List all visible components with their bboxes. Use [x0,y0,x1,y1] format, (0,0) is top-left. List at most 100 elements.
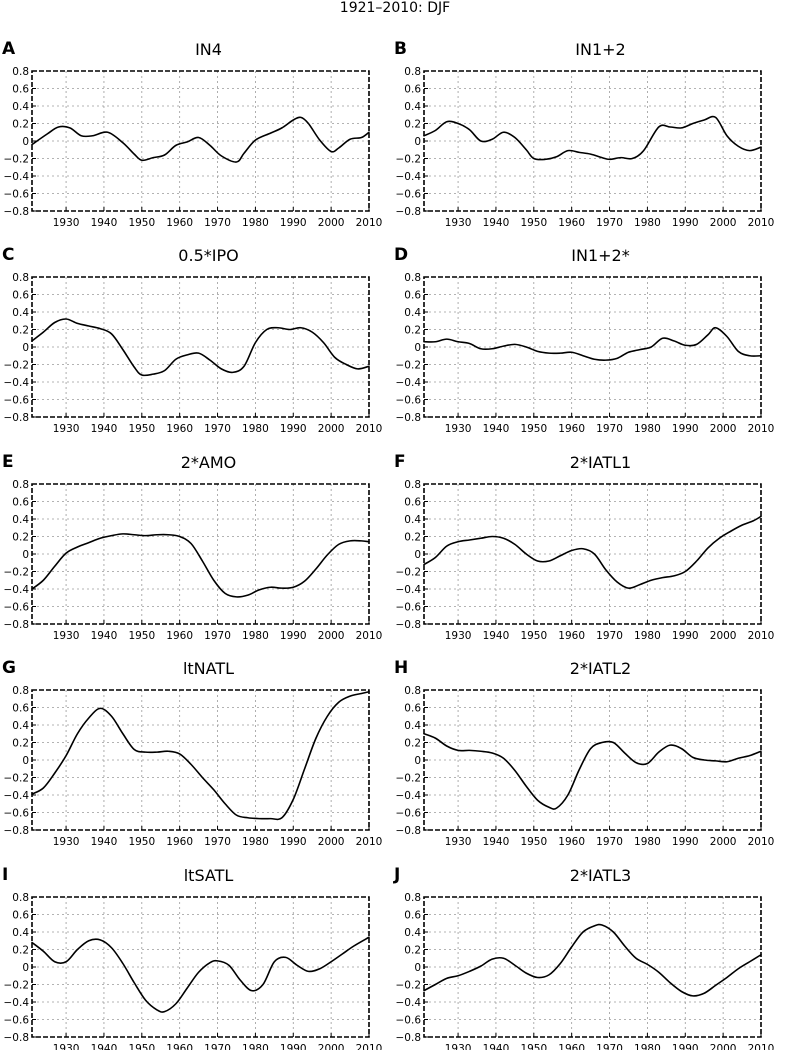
panel-b-ytick-label: 0.2 [404,118,421,130]
panel-j-xtick-label: 1930 [445,1043,472,1050]
panel-f-xtick-label: 1980 [634,630,661,642]
panel-b-xtick-label: 2000 [710,217,737,229]
panel-b-ytick-label: −0.8 [396,206,422,218]
panel-f-ytick-label: 0.6 [404,496,421,508]
panel-d-xtick-label: 1960 [558,423,585,435]
panel-c-title: 0.5*IPO [178,246,238,265]
panel-h-xtick-label: 2000 [710,836,737,848]
panel-h-ytick-label: 0.4 [404,720,421,732]
panel-g-xtick-label: 2000 [318,836,345,848]
panel-b-ytick-label: −0.4 [396,171,422,183]
panel-g-title: ltNATL [183,659,234,678]
panel-c-ytick-label: −0.6 [4,394,30,406]
panel-e-ytick-label: 0.6 [12,496,29,508]
panel-e-ytick-label: −0.8 [4,619,30,631]
panel-h-ytick-label: −0.2 [396,772,422,784]
panel-b-xtick-label: 1950 [520,217,547,229]
panel-a-grid [32,71,369,211]
panel-i-xtick-label: 1990 [280,1043,307,1050]
panel-c-xtick-label: 1930 [53,423,80,435]
panel-f-xtick-label: 1970 [596,630,623,642]
panel-b-xtick-label: 1940 [483,217,510,229]
panel-i-letter: I [2,865,8,885]
panel-h-ytick-label: 0 [414,755,421,767]
panel-h: H 2*IATL2 0.8 0.6 0.4 0.2 0 −0.2 −0.4 −0.6 −0.8 193… [394,658,774,848]
panel-f-xtick-label: 1950 [520,630,547,642]
panel-c-ytick-label: −0.8 [4,412,30,424]
panel-c-xtick-label: 1940 [91,423,118,435]
panel-e-xtick-label: 1980 [242,630,269,642]
panel-a-xtick-label: 1980 [242,217,269,229]
panel-c-xtick-label: 1950 [128,423,155,435]
panel-i-ytick-label: 0.2 [12,944,29,956]
panel-c-grid [32,277,369,417]
panel-f-frame [423,483,762,625]
panel-j-xtick-label: 1960 [558,1043,585,1050]
panel-f: F 2*IATL1 0.8 0.6 0.4 0.2 0 −0.2 −0.4 −0.6 −0.8 193… [394,452,774,642]
panel-e-xtick-label: 1950 [128,630,155,642]
panel-c-xtick-label: 1960 [166,423,193,435]
panel-g-xtick-label: 1960 [166,836,193,848]
panel-a-xtick-label: 1970 [204,217,231,229]
panel-h-ytick-label: 0.2 [404,737,421,749]
panel-c-xtick-label: 1970 [204,423,231,435]
panel-b-title: IN1+2 [575,40,625,59]
panel-d-xtick-label: 1930 [445,423,472,435]
panel-j-frame [423,896,762,1038]
panel-c-ytick-label: 0.2 [12,324,29,336]
panel-f-xtick-label: 2000 [710,630,737,642]
panel-g-xtick-label: 1970 [204,836,231,848]
panel-h-xtick-label: 2010 [748,836,775,848]
panel-a-ytick-label: −0.2 [4,153,30,165]
panel-b-ytick-label: 0 [414,136,421,148]
panel-e-ytick-label: 0 [22,549,29,561]
panel-j-ytick-label: 0.8 [404,892,421,904]
panel-a-ytick-label: 0.6 [12,83,29,95]
panel-i-ytick-label: −0.2 [4,979,30,991]
panel-b-ytick-label: 0.8 [404,66,421,78]
panel-a-xtick-label: 1990 [280,217,307,229]
panel-c-xtick-label: 1990 [280,423,307,435]
panel-a: A IN4 0.8 0.6 0.4 0.2 0 −0.2 −0.4 −0.6 −0.8 1930 194… [2,39,382,229]
figure-suptitle: 1921–2010: DJF [340,0,450,16]
panel-j-xtick-label: 1970 [596,1043,623,1050]
panel-e-xtick-label: 1960 [166,630,193,642]
panel-j-xtick-label: 2000 [710,1043,737,1050]
panel-g-xtick-label: 2010 [356,836,383,848]
panel-g-frame [31,689,370,831]
panel-i-xtick-label: 1970 [204,1043,231,1050]
panel-j-series-line [423,923,762,997]
panel-g-xtick-label: 1940 [91,836,118,848]
panel-b-series-line [423,115,762,161]
panel-c-ytick-label: −0.2 [4,359,30,371]
panel-e-ytick-label: 0.4 [12,514,29,526]
panel-e-frame [31,483,370,625]
panel-g-grid [32,690,369,830]
panel-a-ytick-label: −0.8 [4,206,30,218]
panel-j-xtick-label: 1940 [483,1043,510,1050]
panel-i-ytick-label: −0.6 [4,1014,30,1026]
panel-f-xtick-label: 1960 [558,630,585,642]
panel-e-ytick-label: −0.4 [4,584,30,596]
panel-g-ytick-label: 0.8 [12,685,29,697]
panel-j-ytick-label: 0.6 [404,909,421,921]
panel-a-xtick-label: 1940 [91,217,118,229]
panel-d-xtick-label: 1980 [634,423,661,435]
panel-e-ytick-label: −0.2 [4,566,30,578]
panel-g-ytick-label: 0.2 [12,737,29,749]
panel-a-ytick-label: 0 [22,136,29,148]
panel-i-frame [31,896,370,1038]
panel-c-series-line [31,318,370,377]
panel-h-xtick-label: 1990 [672,836,699,848]
panel-i-grid [32,897,369,1037]
panel-d-ytick-label: −0.6 [396,394,422,406]
panel-c-ytick-label: 0 [22,342,29,354]
panel-e-xtick-label: 1930 [53,630,80,642]
panel-g-ytick-label: −0.8 [4,825,30,837]
panel-g-letter: G [2,658,16,678]
panel-h-xtick-label: 1950 [520,836,547,848]
panel-a-xtick-label: 1960 [166,217,193,229]
panel-d-letter: D [394,245,408,265]
